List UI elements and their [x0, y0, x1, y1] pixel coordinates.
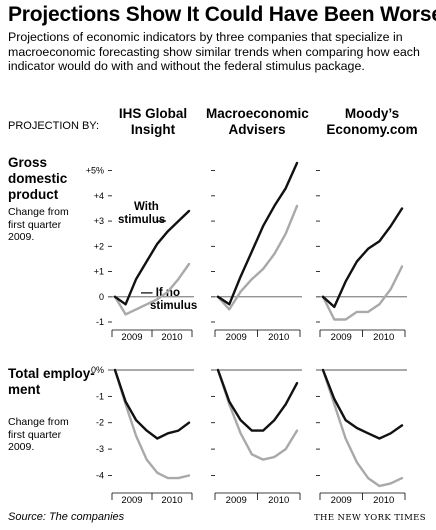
y-tick-label: 0%: [91, 365, 104, 375]
gdp-section-subtitle: Change from first quarter 2009.: [8, 206, 69, 243]
y-tick-label: -4: [96, 470, 104, 480]
series-line-no-stimulus: [113, 262, 191, 316]
x-tick-label: 2009: [331, 332, 352, 343]
series-line-no-stimulus: [321, 368, 404, 488]
y-tick-label: +1: [94, 267, 104, 277]
y-tick-label: +4: [94, 191, 104, 201]
gdp-section-title: Gross domestic product: [8, 155, 68, 202]
series-line-with-stimulus: [113, 209, 191, 306]
employment-section-subtitle: Change from first quarter 2009.: [8, 416, 69, 453]
series-line-no-stimulus: [216, 368, 299, 461]
with-stimulus-label: With stimulus: [118, 201, 165, 226]
employment-section-title: Total employ-ment: [8, 366, 95, 397]
x-tick-label: 2010: [268, 332, 289, 343]
y-tick-label: -1: [96, 317, 104, 327]
y-tick-label: +5%: [86, 166, 104, 176]
y-tick-label: -3: [96, 444, 104, 454]
series-line-no-stimulus: [113, 368, 191, 480]
x-tick-label: 2009: [226, 332, 247, 343]
x-tick-label: 2009: [226, 495, 247, 506]
series-line-with-stimulus: [113, 368, 191, 440]
y-tick-label: 0: [99, 292, 104, 302]
x-tick-label: 2010: [373, 495, 394, 506]
x-tick-label: 2009: [121, 332, 142, 343]
y-tick-label: +2: [94, 241, 104, 251]
x-tick-label: 2010: [161, 495, 182, 506]
credit-line: THE NEW YORK TIMES: [313, 513, 426, 523]
y-tick-label: -1: [96, 391, 104, 401]
series-line-with-stimulus: [321, 207, 404, 309]
x-tick-label: 2010: [373, 332, 394, 343]
series-line-with-stimulus: [216, 368, 299, 432]
series-line-with-stimulus: [321, 368, 404, 440]
series-line-no-stimulus: [321, 265, 404, 321]
intro-text: Projections of economic indicators by th…: [8, 30, 420, 74]
source-note: Source: The companies: [8, 511, 125, 523]
x-tick-label: 2009: [121, 495, 142, 506]
series-line-no-stimulus: [216, 204, 299, 311]
x-tick-label: 2010: [161, 332, 182, 343]
x-tick-label: 2010: [268, 495, 289, 506]
column-head-ihs: IHS Global Insight: [118, 106, 188, 137]
y-tick-label: -2: [96, 418, 104, 428]
column-head-moodys: Moody’s Economy.com: [326, 106, 418, 137]
x-tick-label: 2009: [331, 495, 352, 506]
page-title: Projections Show It Could Have Been Wors…: [8, 3, 436, 26]
column-head-macro: Macroeconomic Advisers: [206, 106, 309, 137]
y-tick-label: +3: [94, 216, 104, 226]
projection-by-label: PROJECTION BY:: [8, 120, 100, 132]
series-line-with-stimulus: [216, 161, 299, 306]
